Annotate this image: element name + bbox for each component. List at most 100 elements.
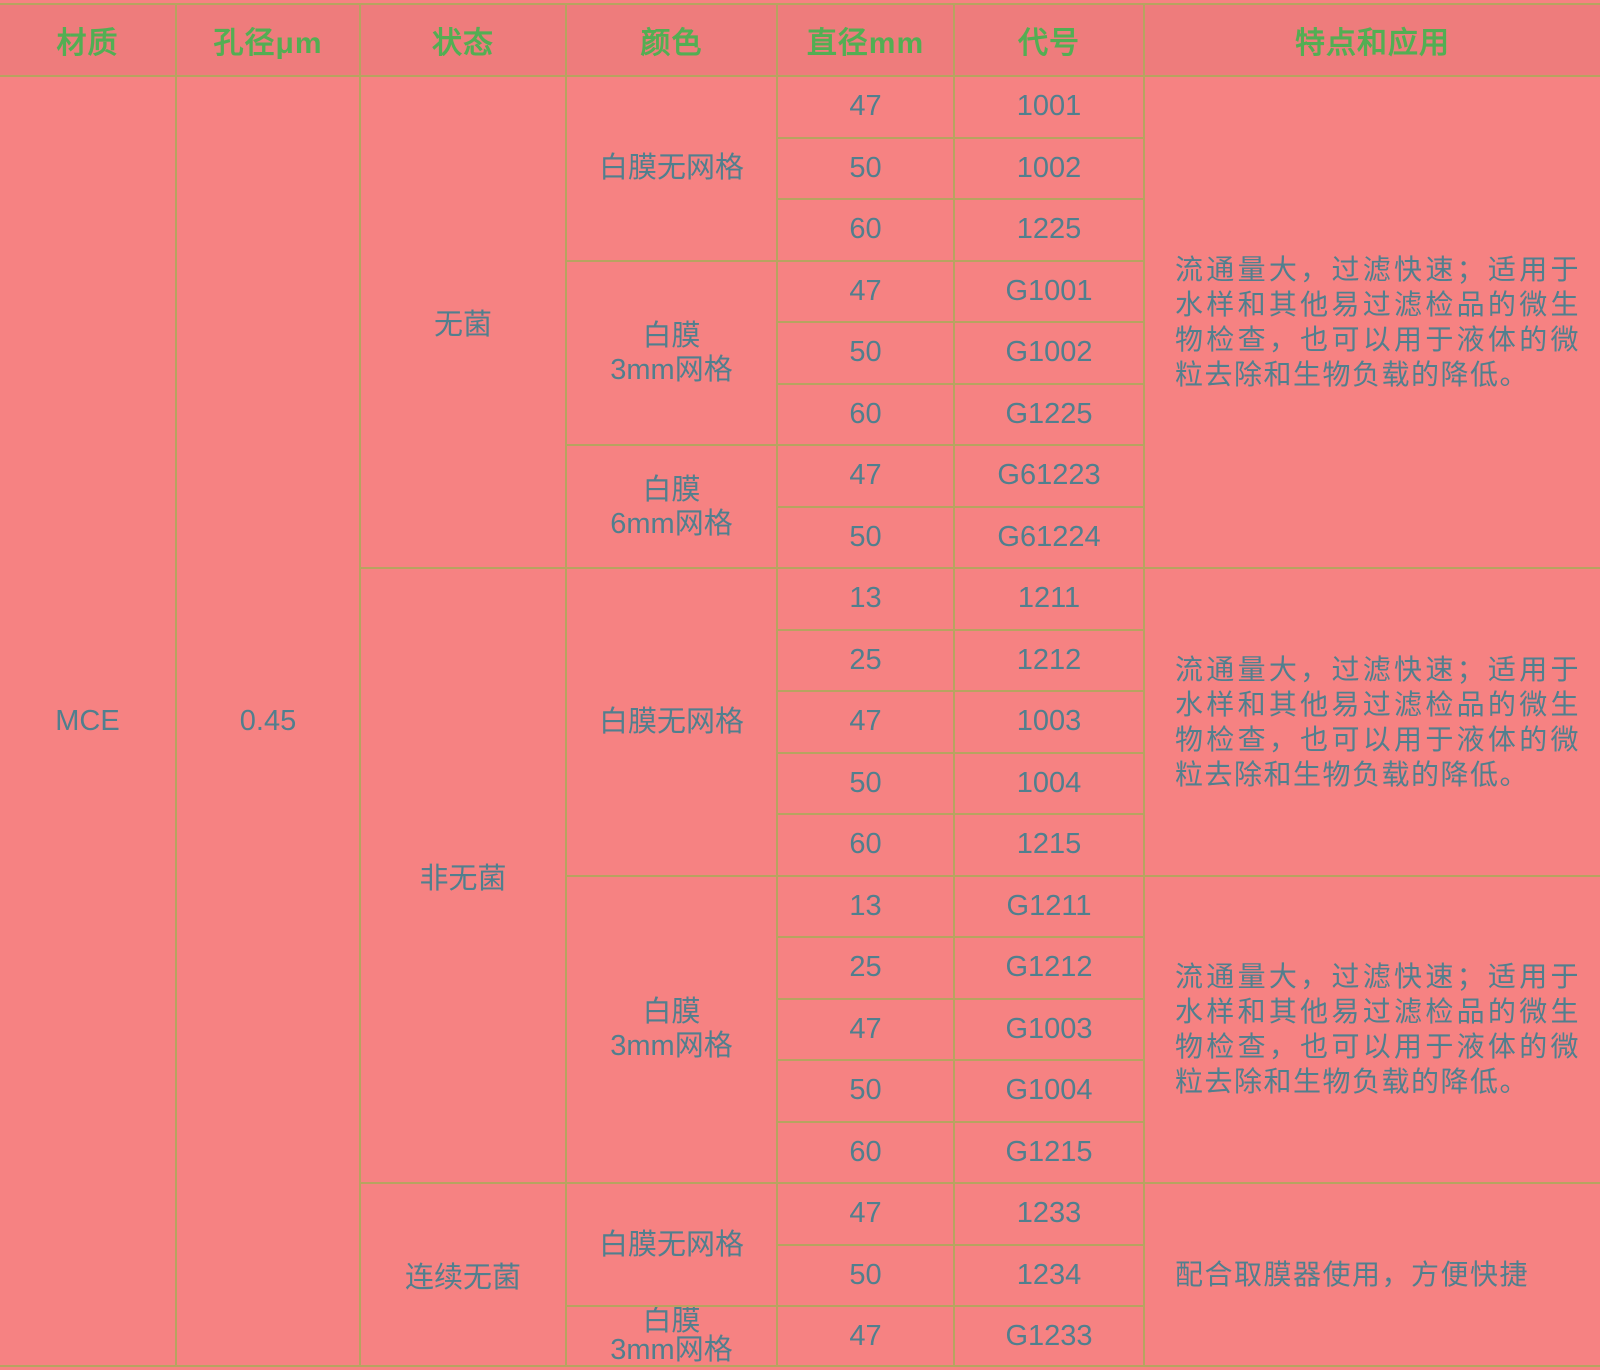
diameter-cell: 50 xyxy=(776,751,955,815)
code-cell: G1215 xyxy=(953,1120,1145,1184)
diameter-cell: 47 xyxy=(776,259,955,323)
diameter-cell: 60 xyxy=(776,382,955,446)
diameter-cell: 25 xyxy=(776,628,955,692)
status-cell-non-sterile: 非无菌 xyxy=(359,567,567,1184)
code-cell: G1001 xyxy=(953,259,1145,323)
table-row: 50 G1002 xyxy=(0,321,1600,385)
code-cell: 1215 xyxy=(953,813,1145,877)
table-row: 25 G1212 xyxy=(0,936,1600,1000)
table-row: 60 1225 xyxy=(0,198,1600,262)
color-cell: 白膜 3mm网格 xyxy=(565,1305,778,1366)
diameter-cell: 50 xyxy=(776,1059,955,1123)
color-label: 白膜无网格 xyxy=(598,705,744,738)
color-cell: 白膜无网格 xyxy=(565,1182,778,1307)
code-cell: 1234 xyxy=(953,1243,1145,1307)
color-label-line1: 白膜 xyxy=(642,1306,701,1337)
diameter-cell: 47 xyxy=(776,1182,955,1246)
code-cell: 1002 xyxy=(953,136,1145,200)
diameter-cell: 50 xyxy=(776,1243,955,1307)
diameter-cell: 47 xyxy=(776,1305,955,1366)
header-features: 特点和应用 xyxy=(1143,4,1600,77)
color-label-line1: 白膜 xyxy=(642,996,701,1029)
diameter-cell: 60 xyxy=(776,198,955,262)
table-row: 50 G1004 xyxy=(0,1059,1600,1123)
code-cell: 1212 xyxy=(953,628,1145,692)
table-row: 60 1215 xyxy=(0,813,1600,877)
table-row: 白膜 3mm网格 47 G1001 xyxy=(0,259,1600,446)
code-cell: 1225 xyxy=(953,198,1145,262)
table-row: MCE 0.45 无菌 白膜无网格 47 1001 流通量大，过滤快速；适用于水… xyxy=(0,75,1600,1366)
color-label: 白膜无网格 xyxy=(598,152,744,185)
table-row: 50 1004 xyxy=(0,751,1600,815)
code-cell: G1004 xyxy=(953,1059,1145,1123)
color-cell: 白膜 3mm网格 xyxy=(565,259,778,446)
color-label: 白膜无网格 xyxy=(598,1228,744,1261)
color-label-line1: 白膜 xyxy=(642,473,701,506)
status-cell-sterile: 无菌 xyxy=(359,75,567,569)
code-cell: G1212 xyxy=(953,936,1145,1000)
table-row: 25 1212 xyxy=(0,628,1600,692)
material-cell: MCE xyxy=(0,75,177,1366)
diameter-cell: 25 xyxy=(776,936,955,1000)
color-label-line1: 白膜 xyxy=(642,319,701,352)
status-cell-continuous-sterile: 连续无菌 xyxy=(359,1182,567,1366)
membrane-spec-table: 材质 孔径μm 状态 颜色 直径mm 代号 特点和应用 MCE 0.45 无菌 … xyxy=(0,4,1600,1366)
color-cell: 白膜无网格 xyxy=(565,567,778,877)
code-cell: G1233 xyxy=(953,1305,1145,1366)
application-cell: 流通量大，过滤快速；适用于水样和其他易过滤检品的微生物检查，也可以用于液体的微粒… xyxy=(1143,874,1600,1184)
header-pore-size: 孔径μm xyxy=(175,4,361,77)
header-code: 代号 xyxy=(953,4,1145,77)
color-cell: 白膜 3mm网格 xyxy=(565,874,778,1184)
color-label-line2: 3mm网格 xyxy=(610,1030,733,1063)
code-cell: 1004 xyxy=(953,751,1145,815)
diameter-cell: 60 xyxy=(776,813,955,877)
code-cell: G61223 xyxy=(953,444,1145,508)
code-cell: G1003 xyxy=(953,997,1145,1061)
diameter-cell: 50 xyxy=(776,505,955,569)
diameter-cell: 47 xyxy=(776,444,955,508)
table-row: 白膜 3mm网格 47 G1233 xyxy=(0,1305,1600,1366)
diameter-cell: 50 xyxy=(776,321,955,385)
color-label-line2: 3mm网格 xyxy=(610,1334,733,1365)
table-row: 非无菌 白膜无网格 13 1211 流通量大，过滤快速；适用于水样和其他易过滤检… xyxy=(0,567,1600,1184)
table-row: 47 G1003 xyxy=(0,997,1600,1061)
color-label-line2: 6mm网格 xyxy=(610,507,733,540)
diameter-cell: 47 xyxy=(776,997,955,1061)
diameter-cell: 60 xyxy=(776,1120,955,1184)
table-row: 50 G61224 xyxy=(0,505,1600,569)
table-top-border xyxy=(0,3,1600,5)
color-cell: 白膜无网格 xyxy=(565,75,778,262)
code-cell: 1233 xyxy=(953,1182,1145,1246)
table-row: 白膜 3mm网格 13 G1211 流通量大，过滤快速；适用于水样和其他易过滤检… xyxy=(0,874,1600,1184)
diameter-cell: 47 xyxy=(776,690,955,754)
pore-size-cell: 0.45 xyxy=(175,75,361,1366)
code-cell: 1001 xyxy=(953,75,1145,139)
table-row: 60 G1225 xyxy=(0,382,1600,446)
table-row: 连续无菌 白膜无网格 47 1233 配合取膜器使用，方便快捷 xyxy=(0,1182,1600,1366)
header-row: 材质 孔径μm 状态 颜色 直径mm 代号 特点和应用 xyxy=(0,4,1600,77)
table-row: 47 1003 xyxy=(0,690,1600,754)
header-status: 状态 xyxy=(359,4,567,77)
diameter-cell: 50 xyxy=(776,136,955,200)
code-cell: G1002 xyxy=(953,321,1145,385)
application-cell: 流通量大，过滤快速；适用于水样和其他易过滤检品的微生物检查，也可以用于液体的微粒… xyxy=(1143,75,1600,569)
diameter-cell: 47 xyxy=(776,75,955,139)
color-cell: 白膜 6mm网格 xyxy=(565,444,778,569)
header-material: 材质 xyxy=(0,4,177,77)
header-diameter: 直径mm xyxy=(776,4,955,77)
diameter-cell: 13 xyxy=(776,874,955,938)
table-row: 60 G1215 xyxy=(0,1120,1600,1184)
table-row: 白膜 6mm网格 47 G61223 xyxy=(0,444,1600,569)
code-cell: 1211 xyxy=(953,567,1145,631)
code-cell: G1211 xyxy=(953,874,1145,938)
application-cell: 配合取膜器使用，方便快捷 xyxy=(1143,1182,1600,1366)
application-cell: 流通量大，过滤快速；适用于水样和其他易过滤检品的微生物检查，也可以用于液体的微粒… xyxy=(1143,567,1600,877)
table-bottom-border xyxy=(0,1365,1600,1367)
color-label-line2: 3mm网格 xyxy=(610,353,733,386)
table-row: 50 1234 xyxy=(0,1243,1600,1307)
diameter-cell: 13 xyxy=(776,567,955,631)
header-color: 颜色 xyxy=(565,4,778,77)
table-row: 50 1002 xyxy=(0,136,1600,200)
code-cell: G1225 xyxy=(953,382,1145,446)
code-cell: G61224 xyxy=(953,505,1145,569)
